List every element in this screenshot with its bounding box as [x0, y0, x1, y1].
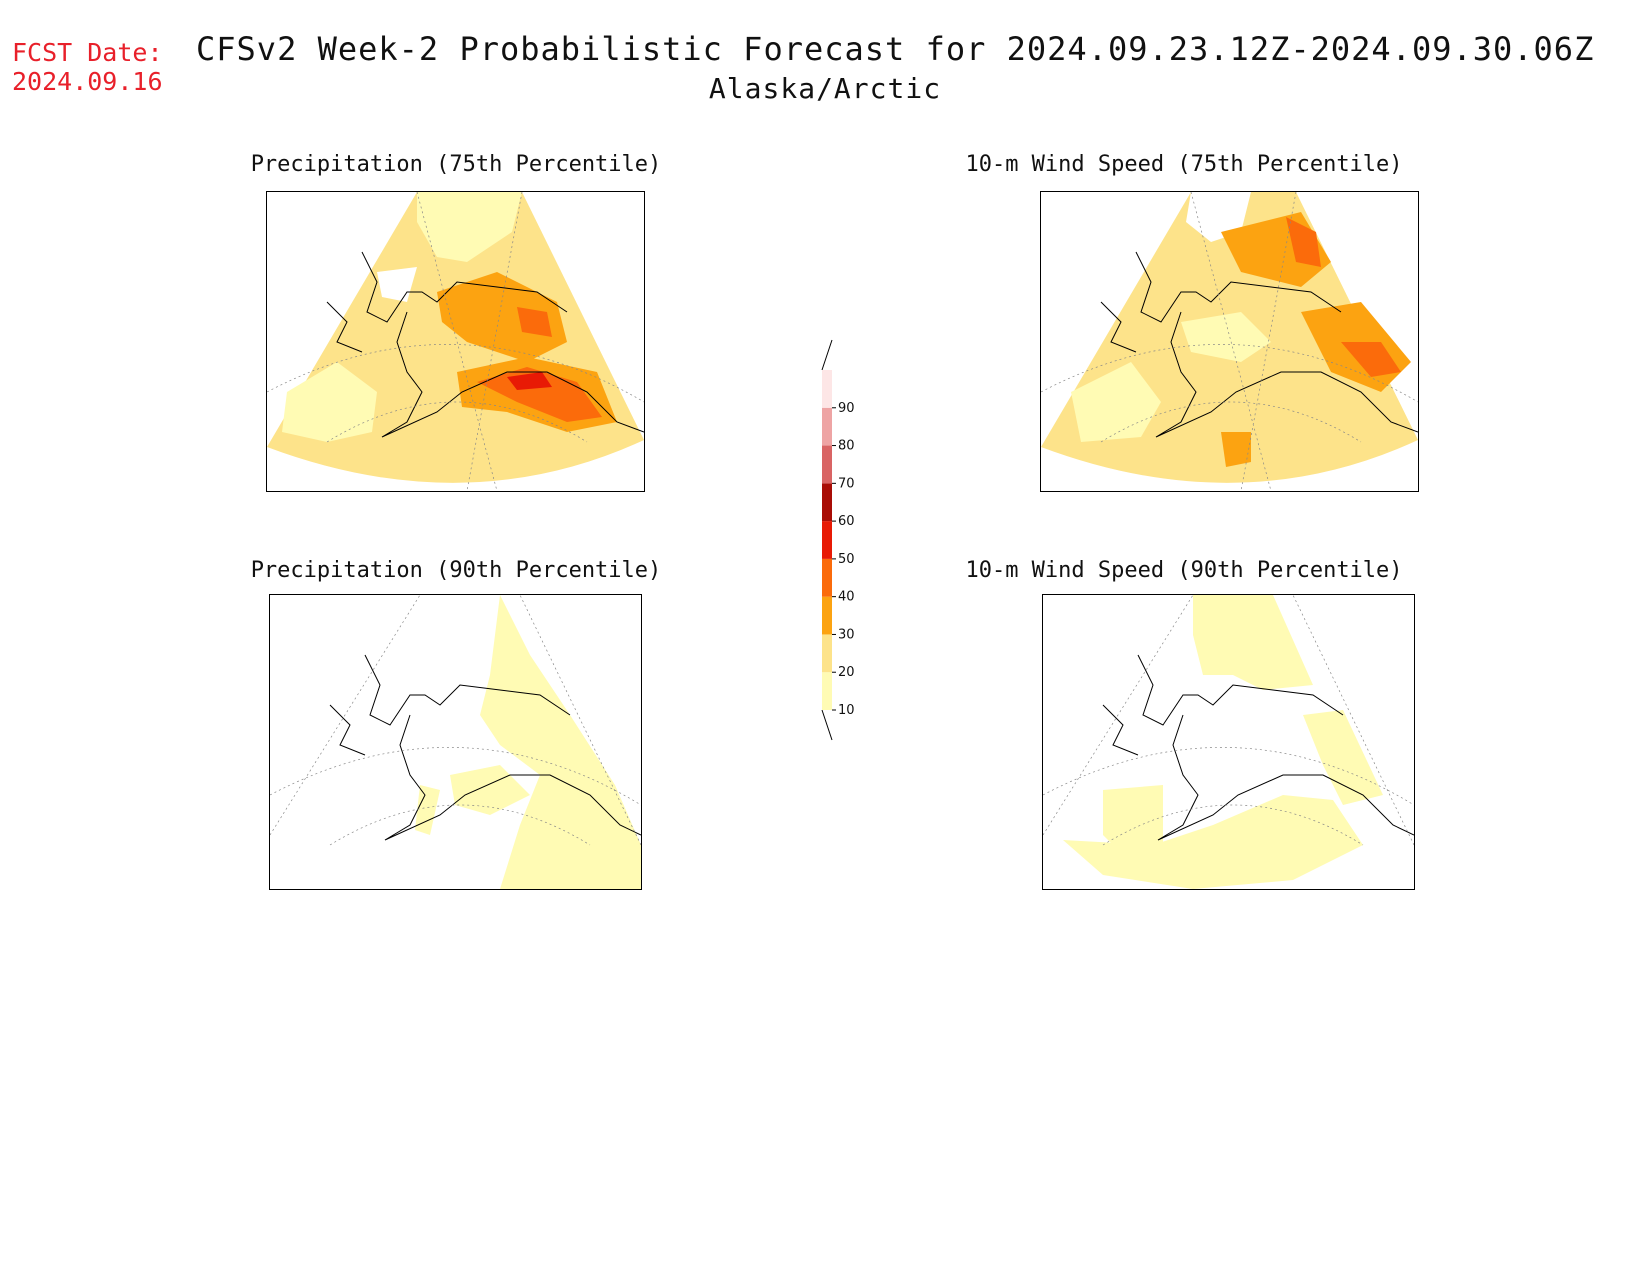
map-wind-75	[1041, 192, 1418, 491]
coastline	[1102, 704, 1139, 756]
colorbar-swatch	[822, 483, 832, 522]
colorbar-swatch	[822, 558, 832, 597]
panel-title-wind-75: 10-m Wind Speed (75th Percentile)	[965, 152, 1403, 177]
figure-title: CFSv2 Week-2 Probabilistic Forecast for …	[196, 30, 1595, 68]
map-panel-wind-75	[1040, 191, 1419, 492]
coastline	[1137, 654, 1414, 841]
map-panel-precip-90	[269, 594, 642, 890]
light-region	[1193, 595, 1313, 690]
light-region	[480, 595, 641, 889]
colorbar-swatch	[822, 407, 832, 446]
colorbar-label: 30	[838, 627, 855, 642]
light-region	[282, 362, 377, 442]
colorbar-svg: 10 20 30 40 50 60 70 80 90	[821, 339, 855, 741]
colorbar-swatch	[822, 634, 832, 673]
dark-orange-region	[517, 307, 552, 337]
orange-region	[437, 272, 567, 362]
light-region	[417, 192, 522, 262]
light-region	[415, 785, 440, 835]
colorbar-swatch	[822, 596, 832, 635]
colorbar-label: 50	[838, 552, 855, 567]
light-region	[1071, 362, 1161, 442]
dark-orange-region	[1341, 342, 1401, 377]
colorbar-label: 70	[838, 476, 855, 491]
colorbar-label: 10	[838, 703, 855, 718]
light-region	[1063, 795, 1363, 889]
coastline	[361, 251, 644, 438]
colorbar-swatch	[822, 445, 832, 484]
figure-subtitle: Alaska/Arctic	[708, 72, 942, 105]
colorbar-label: 60	[838, 514, 855, 529]
map-precip-75	[267, 192, 644, 491]
colorbar-swatch	[822, 370, 832, 408]
colorbar-swatch	[822, 521, 832, 559]
colorbar: 10 20 30 40 50 60 70 80 90	[810, 335, 890, 745]
fcst-date-value: 2024.09.16	[12, 67, 163, 96]
dark-orange-region	[1286, 217, 1321, 267]
coastline	[329, 704, 366, 756]
coastline	[326, 301, 363, 353]
forecast-date-block: FCST Date: 2024.09.16	[12, 38, 163, 96]
map-panel-wind-90	[1042, 594, 1415, 890]
graticule	[270, 595, 641, 846]
map-precip-90	[270, 595, 641, 889]
colorbar-label: 40	[838, 590, 855, 605]
red-region	[507, 372, 552, 390]
orange-region	[1221, 432, 1251, 467]
light-region	[377, 267, 417, 302]
light-region	[1103, 785, 1163, 855]
coastline	[1135, 251, 1418, 438]
panel-title-precip-75: Precipitation (75th Percentile)	[250, 152, 662, 177]
coastline	[364, 654, 641, 841]
light-region	[1303, 710, 1383, 805]
coastline	[1100, 301, 1137, 353]
light-region	[450, 765, 530, 815]
panel-title-precip-90: Precipitation (90th Percentile)	[250, 558, 662, 583]
graticule	[1043, 595, 1414, 846]
panel-title-wind-90: 10-m Wind Speed (90th Percentile)	[965, 558, 1403, 583]
colorbar-label: 80	[838, 439, 855, 454]
fcst-date-label: FCST Date:	[12, 38, 163, 67]
map-wind-90	[1043, 595, 1414, 889]
colorbar-label: 90	[838, 401, 855, 416]
map-panel-precip-75	[266, 191, 645, 492]
dark-orange-region	[477, 367, 602, 422]
light-region	[1181, 312, 1271, 362]
colorbar-label: 20	[838, 665, 855, 680]
colorbar-swatch	[822, 672, 832, 710]
